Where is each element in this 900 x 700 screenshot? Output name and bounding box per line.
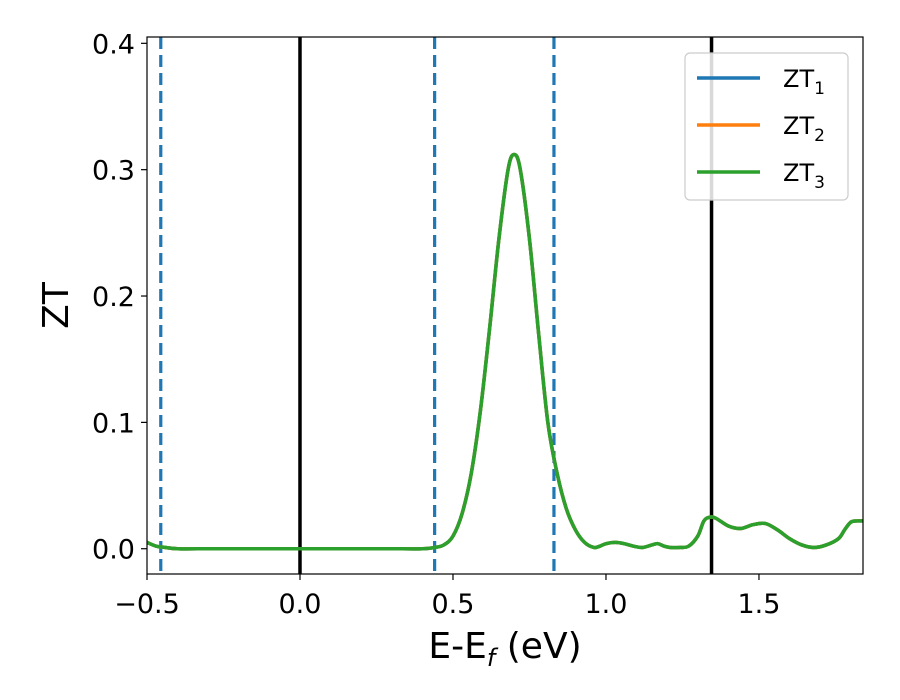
y-axis-ticks: 0.0 0.1 0.2 0.3 0.4 <box>92 29 147 566</box>
legend-box <box>684 52 849 201</box>
legend-label-1: ZT1 <box>783 65 825 99</box>
y-tick-label: 0.1 <box>92 408 135 439</box>
x-tick-label: 0.0 <box>279 589 322 620</box>
series-line-3 <box>147 152 863 551</box>
series-line-1 <box>147 152 863 551</box>
legend-label-2: ZT2 <box>783 112 825 146</box>
x-axis-label: E-Ef (eV) <box>428 626 581 672</box>
y-tick-label: 0.3 <box>92 156 135 187</box>
x-tick-label: 1.0 <box>584 589 627 620</box>
y-tick-label: 0.2 <box>92 282 135 313</box>
x-tick-label: 1.5 <box>737 589 780 620</box>
y-tick-label: 0.0 <box>92 535 135 566</box>
legend-label-3: ZT3 <box>783 159 825 193</box>
y-axis-label: ZT <box>36 281 77 329</box>
x-tick-label: −0.5 <box>114 589 180 620</box>
axes-frame <box>146 36 864 575</box>
x-tick-label: 0.5 <box>432 589 475 620</box>
series-line-2 <box>147 152 863 551</box>
y-tick-label: 0.4 <box>92 29 135 60</box>
x-axis-ticks: −0.5 0.0 0.5 1.0 1.5 <box>114 574 780 620</box>
legend: ZT1 ZT2 ZT3 <box>684 52 849 201</box>
